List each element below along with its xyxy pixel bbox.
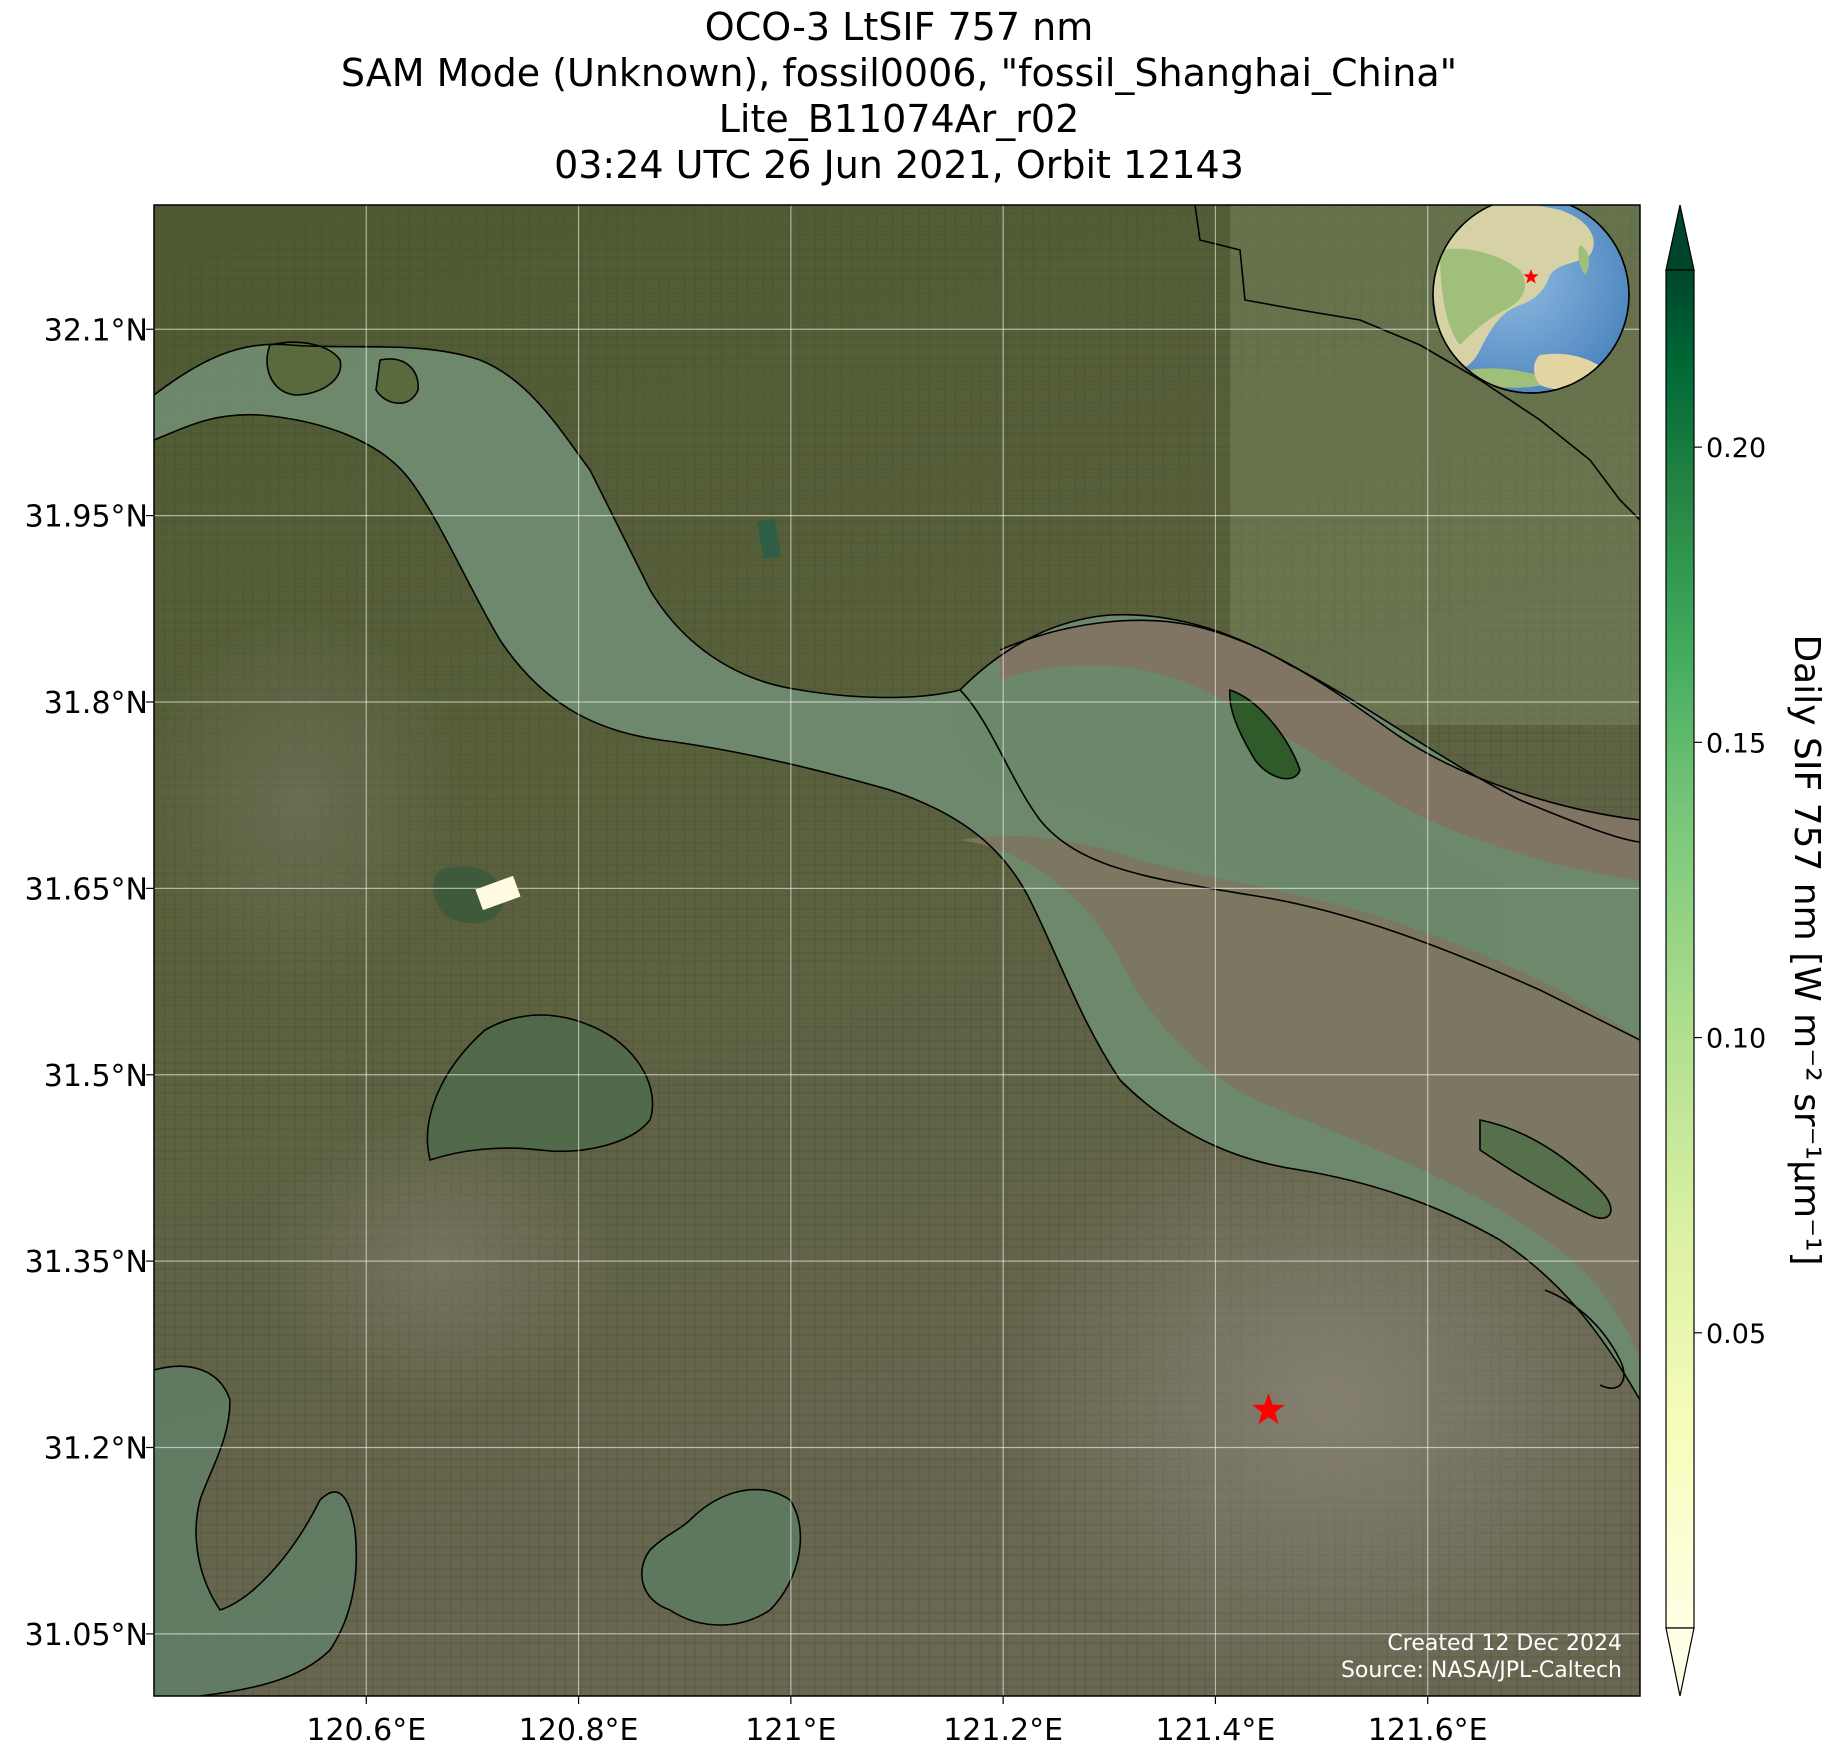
lon-tick-label: 121.6°E (1368, 1713, 1488, 1748)
river-island (1229, 690, 1300, 779)
colorbar-ticks: 0.05 0.10 0.15 0.20 (1694, 433, 1766, 1350)
inset-globe (1432, 205, 1630, 394)
lat-tick-label: 31.95°N (25, 500, 148, 535)
colorbar-tick-label: 0.10 (1706, 1024, 1766, 1055)
map-area: Created 12 Dec 2024 Source: NASA/JPL-Cal… (154, 205, 1640, 1696)
coastlines (154, 205, 1640, 1696)
gridlines (154, 205, 1640, 1696)
lon-tick-label: 121.4°E (1156, 1713, 1276, 1748)
colorbar-tick-label: 0.20 (1706, 433, 1766, 464)
urban-area-shanghai (1000, 1100, 1640, 1696)
colorbar-tick-label: 0.05 (1706, 1319, 1766, 1350)
river-north-channel (1000, 620, 1640, 880)
title-line-4: 03:24 UTC 26 Jun 2021, Orbit 12143 (554, 143, 1244, 187)
title-line-1: OCO-3 LtSIF 757 nm (704, 5, 1094, 49)
lake-yangcheng (427, 1015, 653, 1160)
target-star-icon (1252, 1393, 1285, 1424)
colorbar-extend-high (1665, 204, 1695, 271)
lat-tick-label: 31.05°N (25, 1618, 148, 1653)
lat-tick-label: 31.65°N (25, 872, 148, 907)
colorbar-tick-label: 0.15 (1706, 728, 1766, 759)
lon-tick-label: 120.6°E (306, 1713, 426, 1748)
river-island (376, 359, 419, 404)
lake-small (433, 866, 505, 924)
latitude-axis: 32.1°N 31.95°N 31.8°N 31.65°N 31.5°N 31.35°N 3… (25, 313, 154, 1653)
lon-tick-label: 121°E (745, 1713, 836, 1748)
title-line-3: Lite_B11074Ar_r02 (718, 97, 1080, 141)
chart-title: OCO-3 LtSIF 757 nm SAM Mode (Unknown), f… (154, 4, 1644, 188)
reservoir (756, 518, 782, 560)
lake-taihu (154, 1366, 357, 1696)
colorbar-extend-low (1665, 1627, 1695, 1697)
colorbar: 0.05 0.10 0.15 0.20 Daily SIF 757 nm [W m⁻²… (1665, 204, 1827, 1697)
lake-dianshan (641, 1489, 801, 1625)
lon-tick-label: 120.8°E (519, 1713, 639, 1748)
globe-target-star-icon (1523, 269, 1539, 284)
river-island (267, 342, 341, 395)
colorbar-body (1665, 269, 1695, 1629)
urban-area-wuxi (154, 610, 460, 990)
yangtze-river (154, 344, 1640, 1400)
lat-tick-label: 31.35°N (25, 1245, 148, 1280)
river-estuary-silt (960, 836, 1640, 1360)
globe-land-japan (1578, 245, 1590, 275)
credit-source: Source: NASA/JPL-Caltech (1341, 1658, 1622, 1683)
river-island (1480, 1120, 1611, 1219)
map-frame (153, 204, 1641, 1697)
lat-tick-label: 31.8°N (44, 686, 148, 721)
globe-land-indonesia (1470, 368, 1555, 388)
lat-tick-label: 32.1°N (44, 313, 148, 348)
cloud-patch (475, 875, 521, 911)
lat-tick-label: 31.2°N (44, 1432, 148, 1467)
lon-tick-label: 121.2°E (943, 1713, 1063, 1748)
credit-created: Created 12 Dec 2024 (1387, 1631, 1622, 1656)
title-line-2: SAM Mode (Unknown), fossil0006, "fossil_… (340, 51, 1458, 95)
colorbar-title: Daily SIF 757 nm [W m⁻² sr⁻¹μm⁻¹] (1786, 634, 1827, 1265)
globe-land-asia-green (1440, 248, 1525, 345)
longitude-axis: 120.6°E 120.8°E 121°E 121.2°E 121.4°E 121.6°E (306, 1696, 1488, 1748)
lat-tick-label: 31.5°N (44, 1059, 148, 1094)
urban-area-suzhou (260, 1110, 620, 1410)
